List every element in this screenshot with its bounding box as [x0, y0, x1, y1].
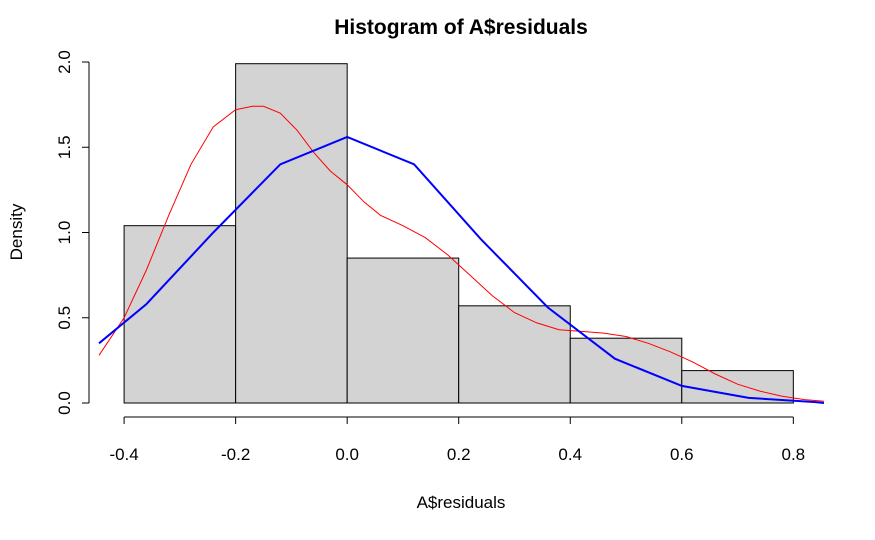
y-axis-label: Density — [7, 203, 26, 260]
x-tick-label: 0.8 — [782, 445, 806, 464]
histogram-bar-2 — [235, 63, 348, 404]
x-tick-label: 0.0 — [335, 445, 359, 464]
y-tick-label: 0.5 — [55, 306, 74, 330]
density-curve-blue — [98, 135, 825, 404]
density-lines — [98, 105, 825, 404]
y-axis: 0.0 0.5 1.0 1.5 2.0 — [55, 50, 90, 415]
chart-title: Histogram of A$residuals — [334, 16, 588, 39]
x-axis: -0.4 -0.2 0.0 0.2 0.4 0.6 0.8 — [109, 416, 806, 464]
histogram-bar-4 — [458, 305, 571, 404]
histogram-bar-3 — [346, 257, 460, 404]
histogram-bar-5 — [569, 337, 683, 404]
y-tick-label: 0.0 — [55, 391, 74, 415]
histogram-bar-1 — [123, 225, 237, 404]
x-tick-label: 0.4 — [558, 445, 582, 464]
x-tick-label: 0.6 — [670, 445, 694, 464]
y-tick-label: 1.0 — [55, 221, 74, 245]
histogram-bars — [123, 63, 794, 404]
x-tick-label: -0.2 — [221, 445, 250, 464]
density-curve-red — [98, 105, 825, 402]
x-axis-label: A$residuals — [417, 493, 506, 512]
x-tick-label: -0.4 — [109, 445, 138, 464]
histogram-bar-6 — [681, 370, 794, 404]
y-tick-label: 2.0 — [55, 50, 74, 74]
y-tick-label: 1.5 — [55, 135, 74, 159]
x-tick-label: 0.2 — [447, 445, 471, 464]
